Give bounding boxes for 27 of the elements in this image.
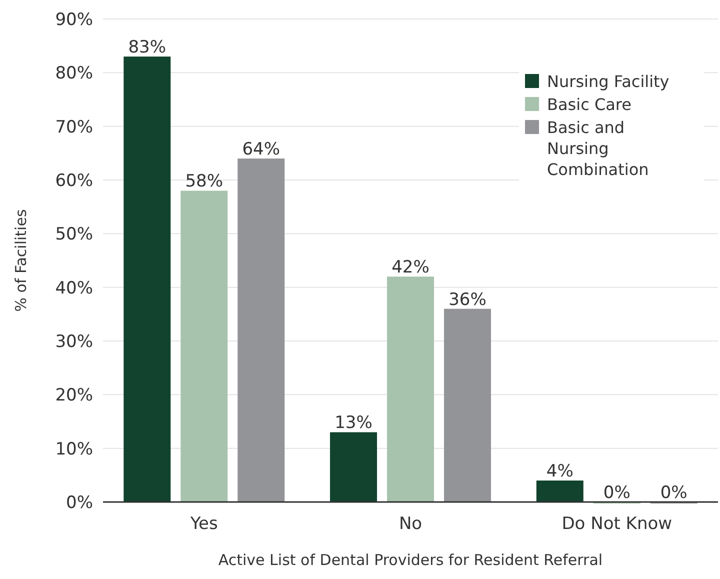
data-label: 58%: [185, 172, 224, 192]
y-tick-label: 50%: [55, 224, 93, 245]
y-tick-label: 30%: [55, 332, 93, 352]
x-axis-title: Active List of Dental Providers for Resident Referral: [218, 551, 603, 569]
data-label: 0%: [660, 483, 688, 503]
data-label: 4%: [546, 462, 574, 482]
legend-label: Basic and Nursing Combination: [547, 118, 649, 179]
data-label: 83%: [128, 38, 166, 58]
data-label: 0%: [603, 483, 630, 503]
data-label: 36%: [448, 290, 486, 310]
legend-label: Basic Care: [547, 95, 632, 114]
legend-label: Nursing Facility: [547, 72, 670, 91]
y-tick-label: 0%: [66, 492, 93, 513]
y-tick-label: 40%: [55, 278, 93, 298]
x-tick-label: Yes: [189, 514, 218, 534]
y-tick-label: 60%: [55, 170, 93, 191]
y-tick-label: 80%: [55, 64, 93, 84]
y-tick-label: 90%: [55, 10, 93, 30]
y-tick-label: 10%: [55, 439, 93, 460]
y-tick-label: 20%: [55, 386, 93, 406]
data-label: 64%: [242, 140, 280, 160]
x-tick-label: Do Not Know: [562, 514, 672, 534]
y-axis-title: % of Facilities: [12, 209, 30, 312]
data-label: 13%: [334, 413, 372, 434]
x-tick-label: No: [398, 514, 422, 534]
y-tick-label: 70%: [55, 117, 93, 138]
data-label: 42%: [392, 258, 430, 278]
